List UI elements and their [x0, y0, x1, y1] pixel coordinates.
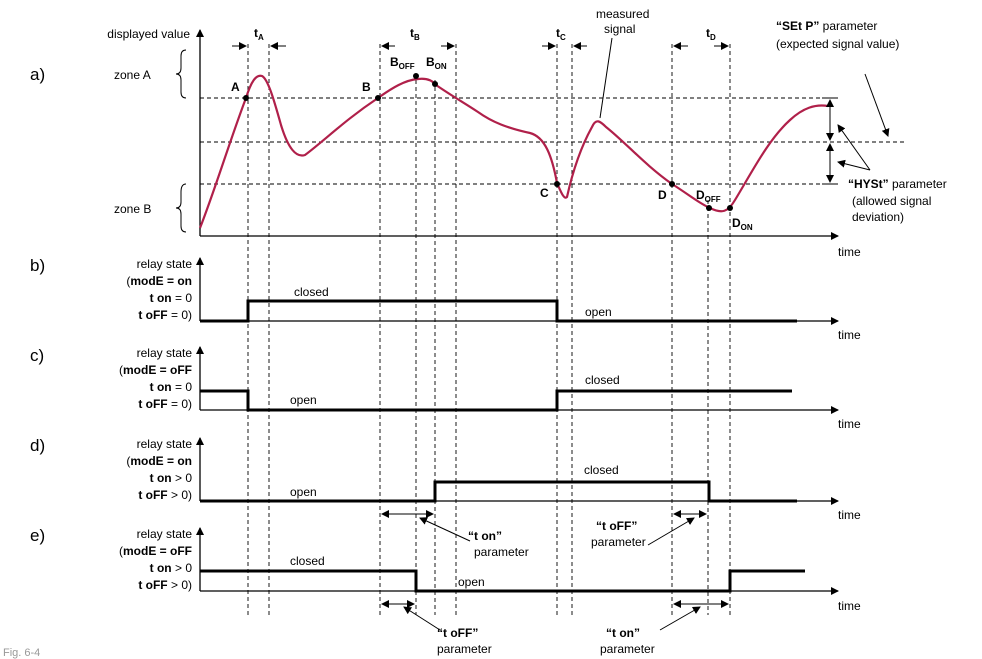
setp-desc: (expected signal value): [776, 37, 899, 51]
param-e-toff-p: parameter: [437, 642, 492, 656]
time-label-a: time: [838, 245, 861, 259]
threshold-lines: [200, 97, 905, 185]
relay-trace-c: [200, 389, 792, 412]
point-label-doff: DOFF: [696, 188, 721, 204]
relay-label-b: relay state (modE = on t on = 0 t oFF = …: [126, 257, 192, 322]
signal-label-line1: measured: [596, 7, 649, 21]
setp-label: “SEt P” parameter: [776, 19, 877, 33]
event-lines: [247, 44, 731, 615]
state-c-open: open: [290, 393, 317, 407]
param-d-ton-p: parameter: [474, 545, 529, 559]
svg-text:t oFF > 0): t oFF > 0): [138, 578, 192, 592]
zone-a-label: zone A: [114, 68, 151, 82]
state-d-closed: closed: [584, 463, 619, 477]
measured-signal-curve: [198, 74, 829, 229]
zone-a-brace: [175, 49, 187, 99]
hyst-label: “HYSt” parameter: [848, 177, 947, 191]
point-label-don: DON: [732, 216, 753, 232]
point-label-boff: BOFF: [390, 55, 415, 71]
relay-trace-e: [200, 569, 805, 593]
svg-text:(modE = on: (modE = on: [126, 274, 192, 288]
signal-label-pointer: [599, 37, 613, 119]
relay-axes: [196, 257, 839, 595]
point-label-b: B: [362, 80, 371, 94]
svg-text:t on = 0: t on = 0: [150, 291, 193, 305]
state-e-open: open: [458, 575, 485, 589]
svg-text:t oFF > 0): t oFF > 0): [138, 488, 192, 502]
signal-points: [243, 73, 733, 211]
panel-label-d: d): [30, 436, 45, 455]
svg-text:t oFF = 0): t oFF = 0): [138, 308, 192, 322]
signal-label-line2: signal: [604, 22, 635, 36]
panel-label-e: e): [30, 526, 45, 545]
svg-text:t oFF = 0): t oFF = 0): [138, 397, 192, 411]
relay-label-c: relay state (modE = oFF t on = 0 t oFF =…: [119, 346, 192, 411]
relay-label-e: relay state (modE = oFF t on > 0 t oFF >…: [119, 527, 192, 592]
figure-footer: Fig. 6-4: [3, 647, 40, 659]
panel-label-b: b): [30, 256, 45, 275]
time-label-e: time: [838, 599, 861, 613]
interval-label-td: tD: [706, 26, 716, 42]
state-b-closed: closed: [294, 285, 329, 299]
delay-arrows: [381, 510, 729, 631]
interval-label-tb: tB: [410, 26, 420, 42]
svg-text:(modE = on: (modE = on: [126, 454, 192, 468]
panel-a-axes: [196, 29, 839, 240]
state-c-closed: closed: [585, 373, 620, 387]
point-label-c: C: [540, 186, 549, 200]
interval-label-tc: tC: [556, 26, 566, 42]
panel-label-c: c): [30, 346, 44, 365]
point-label-d: D: [658, 188, 667, 202]
relay-label-d: relay state (modE = on t on > 0 t oFF > …: [126, 437, 192, 502]
svg-text:t on = 0: t on = 0: [150, 380, 193, 394]
state-d-open: open: [290, 485, 317, 499]
y-axis-label: displayed value: [107, 27, 190, 41]
svg-text:relay state: relay state: [137, 346, 193, 360]
svg-text:(modE = oFF: (modE = oFF: [119, 544, 192, 558]
svg-text:t on > 0: t on > 0: [150, 471, 193, 485]
param-d-toff-p: parameter: [591, 535, 646, 549]
svg-text:relay state: relay state: [137, 527, 193, 541]
zone-b-label: zone B: [114, 202, 151, 216]
time-label-c: time: [838, 417, 861, 431]
param-e-ton-p: parameter: [600, 642, 655, 656]
hysteresis-arrows: [822, 73, 890, 185]
param-e-ton: “t on”: [606, 626, 640, 640]
interval-label-ta: tA: [254, 26, 264, 42]
point-label-bon: BON: [426, 55, 447, 71]
hyst-desc-1: (allowed signal: [852, 194, 931, 208]
param-d-toff: “t oFF”: [596, 519, 637, 533]
state-b-open: open: [585, 305, 612, 319]
hyst-desc-2: deviation): [852, 210, 904, 224]
svg-text:relay state: relay state: [137, 257, 193, 271]
svg-text:(modE = oFF: (modE = oFF: [119, 363, 192, 377]
time-label-b: time: [838, 328, 861, 342]
panel-label-a: a): [30, 65, 45, 84]
point-label-a: A: [231, 80, 240, 94]
zone-b-brace: [175, 183, 187, 233]
param-e-toff: “t oFF”: [437, 626, 478, 640]
svg-text:relay state: relay state: [137, 437, 193, 451]
svg-text:t on > 0: t on > 0: [150, 561, 193, 575]
time-label-d: time: [838, 508, 861, 522]
relay-trace-b: [200, 299, 797, 323]
param-d-ton: “t on”: [468, 529, 502, 543]
relay-trace-d: [200, 480, 797, 503]
state-e-closed: closed: [290, 554, 325, 568]
